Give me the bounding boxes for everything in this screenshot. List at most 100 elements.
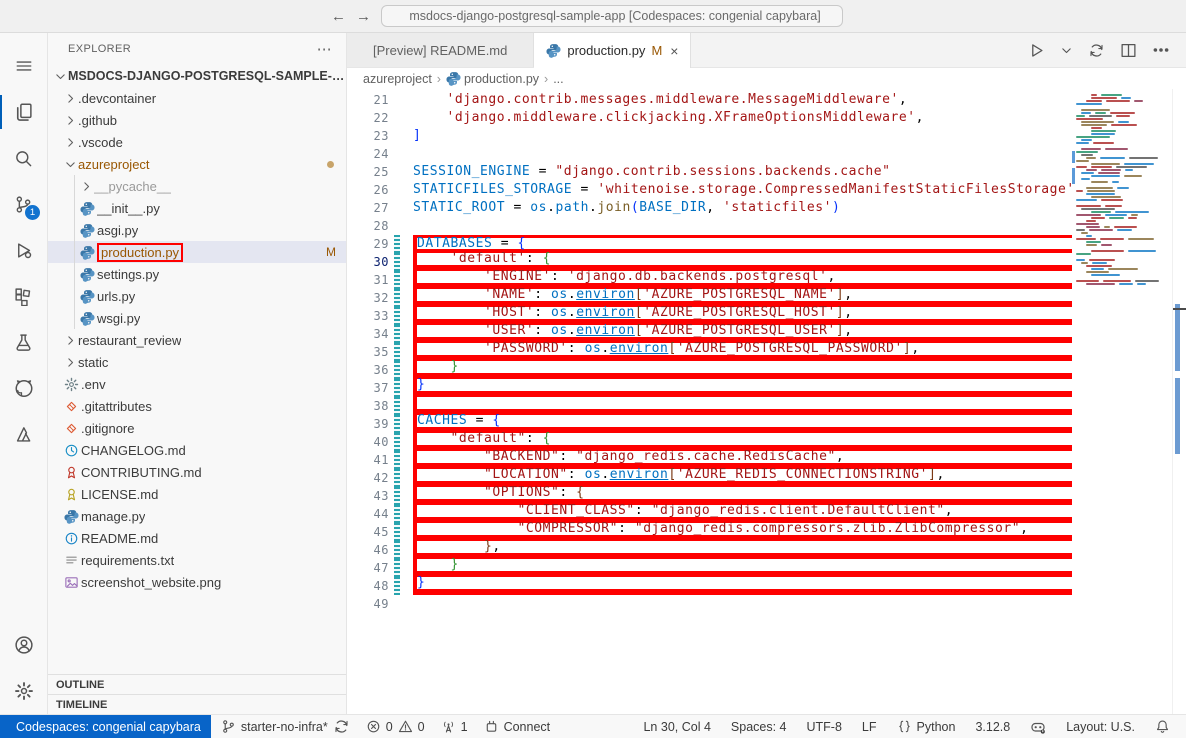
tree-item-restaurant-review[interactable]: restaurant_review bbox=[48, 329, 346, 351]
code-editor[interactable]: 21 'django.contrib.messages.middleware.M… bbox=[347, 89, 1074, 714]
breadcrumb-item[interactable]: production.py bbox=[446, 71, 539, 86]
activity-menu[interactable] bbox=[0, 43, 47, 89]
status-label: 3.12.8 bbox=[975, 719, 1011, 734]
status-branch-status[interactable]: starter-no-infra* bbox=[215, 715, 356, 738]
activity-settings[interactable] bbox=[0, 668, 47, 714]
minimap[interactable] bbox=[1072, 89, 1172, 714]
code-line-43[interactable]: 43 "OPTIONS": { bbox=[347, 486, 1072, 505]
code-line-33[interactable]: 33 'HOST': os. environ['AZURE_POSTGRESQL_… bbox=[347, 306, 1072, 325]
status-cursor-position[interactable]: Ln 30, Col 4 bbox=[637, 715, 716, 738]
code-line-35[interactable]: 35 'PASSWORD': os. environ['AZURE_POSTGRE… bbox=[347, 342, 1072, 361]
status-python-version[interactable]: 3.12.8 bbox=[969, 715, 1016, 738]
code-line-37[interactable]: 37} bbox=[347, 378, 1072, 397]
code-line-46[interactable]: 46 }, bbox=[347, 540, 1072, 559]
tree-item-wsgi-py[interactable]: wsgi.py bbox=[48, 307, 346, 329]
status-encoding[interactable]: UTF-8 bbox=[801, 715, 848, 738]
tree-item--env[interactable]: .env bbox=[48, 373, 346, 395]
code-line-content: 'NAME': os. environ['AZURE_POSTGRESQL_NAM… bbox=[413, 288, 1072, 307]
code-line-42[interactable]: 42 "LOCATION": os. environ['AZURE_REDIS_C… bbox=[347, 468, 1072, 487]
activity-accounts[interactable] bbox=[0, 622, 47, 668]
tree-item--gitignore[interactable]: .gitignore bbox=[48, 417, 346, 439]
code-line-31[interactable]: 31 'ENGINE': 'django.db.backends.postgre… bbox=[347, 270, 1072, 289]
remote-indicator[interactable]: Codespaces: congenial capybara bbox=[0, 715, 211, 738]
tree-item-screenshot-website-png[interactable]: screenshot_website.png bbox=[48, 571, 346, 593]
status-notifications[interactable] bbox=[1149, 715, 1176, 738]
code-line-44[interactable]: 44 "CLIENT_CLASS": "django_redis.client.… bbox=[347, 504, 1072, 523]
breadcrumb-item[interactable]: ... bbox=[553, 72, 563, 86]
tree-item-readme-md[interactable]: README.md bbox=[48, 527, 346, 549]
tree-item--vscode[interactable]: .vscode bbox=[48, 131, 346, 153]
tree-item--gitattributes[interactable]: .gitattributes bbox=[48, 395, 346, 417]
tree-item-changelog-md[interactable]: CHANGELOG.md bbox=[48, 439, 346, 461]
timeline-section[interactable]: TIMELINE bbox=[48, 694, 346, 714]
back-button[interactable]: ← bbox=[331, 7, 346, 25]
code-line-24[interactable]: 24 bbox=[347, 145, 1072, 163]
tab--preview-readme-md[interactable]: [Preview] README.md bbox=[347, 33, 535, 67]
code-line-48[interactable]: 48} bbox=[347, 576, 1072, 595]
tree-item--pycache-[interactable]: __pycache__ bbox=[48, 175, 346, 197]
tree-item-production-py[interactable]: production.py M bbox=[48, 241, 346, 263]
activity-extensions[interactable] bbox=[0, 273, 47, 319]
run-dropdown-button[interactable] bbox=[1060, 44, 1073, 57]
activity-testing[interactable] bbox=[0, 319, 47, 365]
status-keyboard-layout[interactable]: Layout: U.S. bbox=[1060, 715, 1141, 738]
code-line-32[interactable]: 32 'NAME': os. environ['AZURE_POSTGRESQL_… bbox=[347, 288, 1072, 307]
activity-search[interactable] bbox=[0, 135, 47, 181]
tree-item-urls-py[interactable]: urls.py bbox=[48, 285, 346, 307]
tree-item-license-md[interactable]: LICENSE.md bbox=[48, 483, 346, 505]
activity-azure[interactable] bbox=[0, 411, 47, 457]
tree-item-static[interactable]: static bbox=[48, 351, 346, 373]
tree-item--init-py[interactable]: __init__.py bbox=[48, 197, 346, 219]
status-indentation[interactable]: Spaces: 4 bbox=[725, 715, 793, 738]
code-line-23[interactable]: 23] bbox=[347, 127, 1072, 145]
code-line-28[interactable]: 28 bbox=[347, 217, 1072, 235]
tree-item--github[interactable]: .github bbox=[48, 109, 346, 131]
tab-close-button[interactable]: × bbox=[670, 42, 679, 59]
code-line-38[interactable]: 38 bbox=[347, 397, 1072, 415]
code-line-34[interactable]: 34 'USER': os. environ['AZURE_POSTGRESQL_… bbox=[347, 324, 1072, 343]
overview-ruler[interactable] bbox=[1172, 89, 1186, 714]
tab-production-py[interactable]: production.py M × bbox=[534, 33, 692, 68]
more-actions-button[interactable] bbox=[1152, 41, 1170, 59]
code-line-40[interactable]: 40 "default": { bbox=[347, 432, 1072, 451]
run-python-file-button[interactable] bbox=[1028, 42, 1045, 59]
command-center[interactable]: msdocs-django-postgresql-sample-app [Cod… bbox=[381, 5, 843, 27]
activity-source-control[interactable]: 1 bbox=[0, 181, 47, 227]
code-line-29[interactable]: 29 DATABASES = { bbox=[347, 235, 1072, 253]
activity-run-and-debug[interactable] bbox=[0, 227, 47, 273]
synchronize-changes-button[interactable] bbox=[1088, 42, 1105, 59]
code-line-49[interactable]: 49 bbox=[347, 595, 1072, 613]
forward-button[interactable]: → bbox=[356, 7, 371, 25]
code-line-47[interactable]: 47 } bbox=[347, 558, 1072, 577]
code-line-26[interactable]: 26 STATICFILES_STORAGE = 'whitenoise.stor… bbox=[347, 181, 1074, 199]
code-line-22[interactable]: 22 'django.middleware.clickjacking.XFram… bbox=[347, 109, 1072, 127]
code-line-25[interactable]: 25 SESSION_ENGINE = "django.contrib.sessi… bbox=[347, 163, 1072, 181]
status-language-mode[interactable]: Python bbox=[891, 715, 962, 738]
code-line-21[interactable]: 21 'django.contrib.messages.middleware.M… bbox=[347, 91, 1072, 109]
status-ports[interactable]: 1 bbox=[435, 715, 474, 738]
tree-item-contributing-md[interactable]: CONTRIBUTING.md bbox=[48, 461, 346, 483]
outline-section[interactable]: OUTLINE bbox=[48, 674, 346, 694]
code-line-27[interactable]: 27 STATIC_ROOT = os.path.join(BASE_DIR, '… bbox=[347, 199, 1072, 217]
status-connect[interactable]: Connect bbox=[478, 715, 557, 738]
code-line-36[interactable]: 36 } bbox=[347, 360, 1072, 379]
split-editor-button[interactable] bbox=[1120, 42, 1137, 59]
status-eol[interactable]: LF bbox=[856, 715, 883, 738]
tree-item-azureproject[interactable]: azureproject bbox=[48, 153, 346, 175]
activity-github[interactable] bbox=[0, 365, 47, 411]
tree-item-asgi-py[interactable]: asgi.py bbox=[48, 219, 346, 241]
status-copilot-status[interactable] bbox=[1024, 715, 1052, 738]
code-line-39[interactable]: 39 CACHES = { bbox=[347, 414, 1072, 433]
tree-item-settings-py[interactable]: settings.py bbox=[48, 263, 346, 285]
code-line-41[interactable]: 41 "BACKEND": "django_redis.cache.RedisC… bbox=[347, 450, 1072, 469]
explorer-more-actions[interactable]: ⋯ bbox=[316, 41, 332, 58]
activity-explorer[interactable] bbox=[0, 89, 47, 135]
code-line-45[interactable]: 45 "COMPRESSOR": "django_redis.compresso… bbox=[347, 522, 1072, 541]
tree-item-msdocs-django-postgresql-sample-app-[interactable]: MSDOCS-DJANGO-POSTGRESQL-SAMPLE-APP... bbox=[48, 65, 346, 87]
code-line-30[interactable]: 30 'default': { bbox=[347, 252, 1072, 271]
breadcrumb-item[interactable]: azureproject bbox=[363, 72, 432, 86]
tree-item--devcontainer[interactable]: .devcontainer bbox=[48, 87, 346, 109]
tree-item-manage-py[interactable]: manage.py bbox=[48, 505, 346, 527]
tree-item-requirements-txt[interactable]: requirements.txt bbox=[48, 549, 346, 571]
